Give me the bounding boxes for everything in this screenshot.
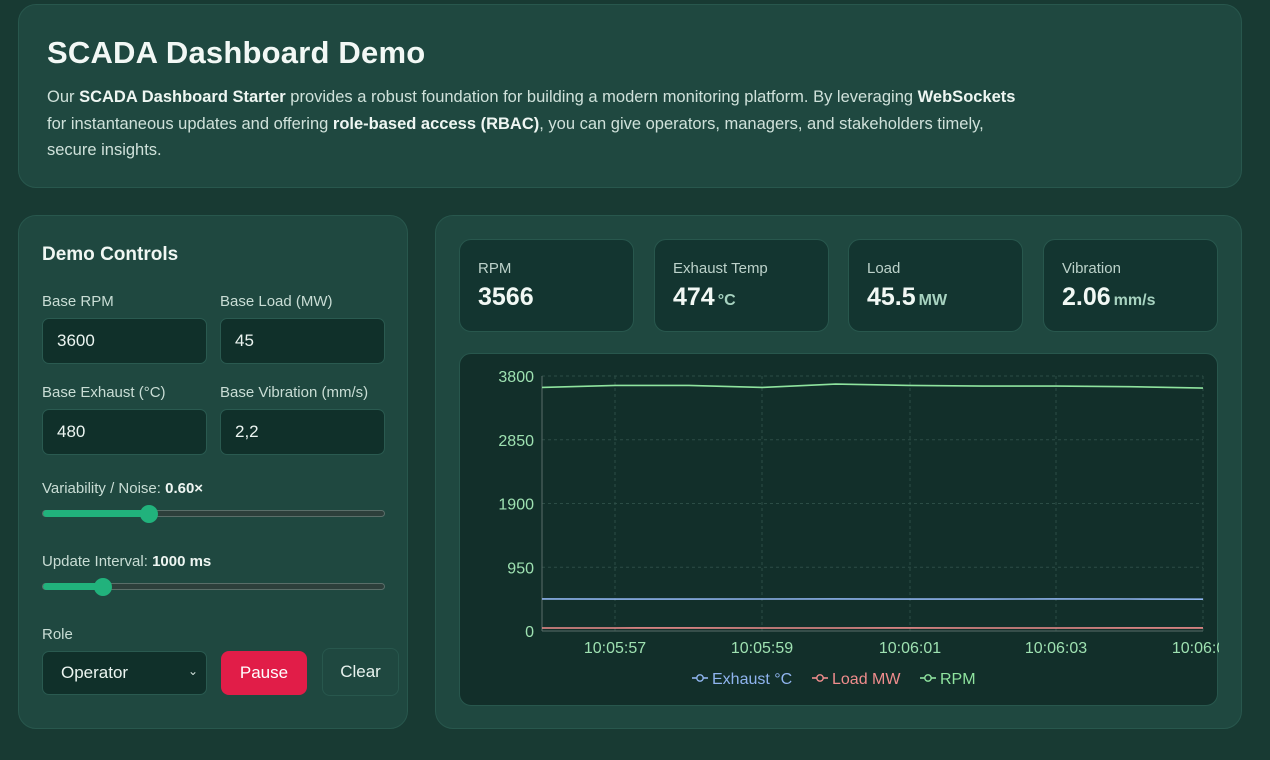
base-vibration-label: Base Vibration (mm/s) — [220, 384, 369, 401]
role-label: Role — [42, 626, 73, 643]
legend-marker — [924, 674, 932, 682]
noise-label: Variability / Noise: 0.60× — [42, 480, 204, 497]
y-tick-label: 0 — [525, 624, 534, 641]
noise-value: 0.60× — [165, 480, 204, 497]
noise-slider[interactable] — [42, 505, 385, 523]
legend-marker — [816, 674, 824, 682]
interval-slider-thumb[interactable] — [93, 578, 112, 596]
pause-button[interactable]: Pause — [221, 651, 307, 695]
trend-chart-svg: 0 950 1900 2850 3800 10:05:57 10:05:59 10:06:01… — [498, 369, 1219, 688]
y-tick-label: 2850 — [498, 433, 534, 450]
noise-slider-fill — [43, 510, 149, 517]
kpi-value: 45.5 — [867, 283, 916, 311]
y-tick-label: 3800 — [498, 369, 534, 386]
legend-label: Load MW — [832, 671, 901, 688]
x-tick-label: 10:06:05 — [1172, 640, 1219, 657]
demo-controls-panel: Demo Controls Base RPM 3600 Base Load (M… — [18, 215, 408, 729]
kpi-value: 2.06 — [1062, 283, 1111, 311]
kpi-vibration: Vibration 2.06 mm/s — [1043, 239, 1218, 332]
role-select[interactable]: Operator ⌄ — [42, 651, 207, 695]
interval-slider-fill — [43, 583, 103, 590]
x-tick-label: 10:05:57 — [584, 640, 646, 657]
kpi-label: Load — [867, 260, 901, 277]
base-load-input[interactable]: 45 — [220, 318, 385, 364]
interval-label: Update Interval: 1000 ms — [42, 553, 212, 570]
base-load-label: Base Load (MW) — [220, 293, 333, 310]
base-vibration-input[interactable]: 2,2 — [220, 409, 385, 455]
base-exhaust-label: Base Exhaust (°C) — [42, 384, 166, 401]
kpi-unit: mm/s — [1113, 292, 1156, 309]
noise-slider-thumb[interactable] — [139, 505, 158, 523]
x-tick-label: 10:06:01 — [879, 640, 941, 657]
role-select-value: Operator — [61, 663, 129, 682]
y-tick-label: 950 — [507, 560, 534, 577]
legend-marker — [696, 674, 704, 682]
page-title: SCADA Dashboard Demo — [47, 35, 426, 70]
kpi-label: Exhaust Temp — [673, 260, 768, 277]
kpi-unit: °C — [717, 292, 736, 309]
kpi-value: 474 — [673, 283, 715, 311]
y-tick-label: 1900 — [498, 497, 534, 514]
series-line-rpm — [541, 383, 1204, 389]
legend-label: Exhaust °C — [712, 671, 792, 688]
intro-card: SCADA Dashboard Demo Our SCADA Dashboard… — [18, 4, 1242, 188]
clear-button[interactable]: Clear — [322, 648, 399, 696]
chevron-down-icon: ⌄ — [187, 664, 198, 678]
base-rpm-label: Base RPM — [42, 293, 114, 310]
kpi-exhaust-temp: Exhaust Temp 474 °C — [654, 239, 829, 332]
kpi-label: Vibration — [1062, 260, 1121, 277]
x-tick-label: 10:05:59 — [731, 640, 793, 657]
kpi-unit: MW — [918, 292, 948, 309]
interval-slider[interactable] — [42, 578, 385, 596]
interval-value: 1000 ms — [152, 553, 212, 570]
kpi-load: Load 45.5 MW — [848, 239, 1023, 332]
x-tick-label: 10:06:03 — [1025, 640, 1087, 657]
trend-chart: 0 950 1900 2850 3800 10:05:57 10:05:59 10:06:01… — [459, 353, 1219, 706]
controls-title: Demo Controls — [42, 244, 179, 265]
base-rpm-input[interactable]: 3600 — [42, 318, 207, 364]
kpi-value: 3566 — [478, 283, 534, 311]
metrics-panel: RPM 3566 Exhaust Temp 474 °C Load 45.5 MW … — [435, 215, 1242, 729]
intro-description: Our SCADA Dashboard Starter provides a r… — [47, 88, 1016, 159]
kpi-label: RPM — [478, 260, 512, 277]
kpi-rpm: RPM 3566 — [459, 239, 634, 332]
base-exhaust-input[interactable]: 480 — [42, 409, 207, 455]
legend-label: RPM — [940, 671, 976, 688]
